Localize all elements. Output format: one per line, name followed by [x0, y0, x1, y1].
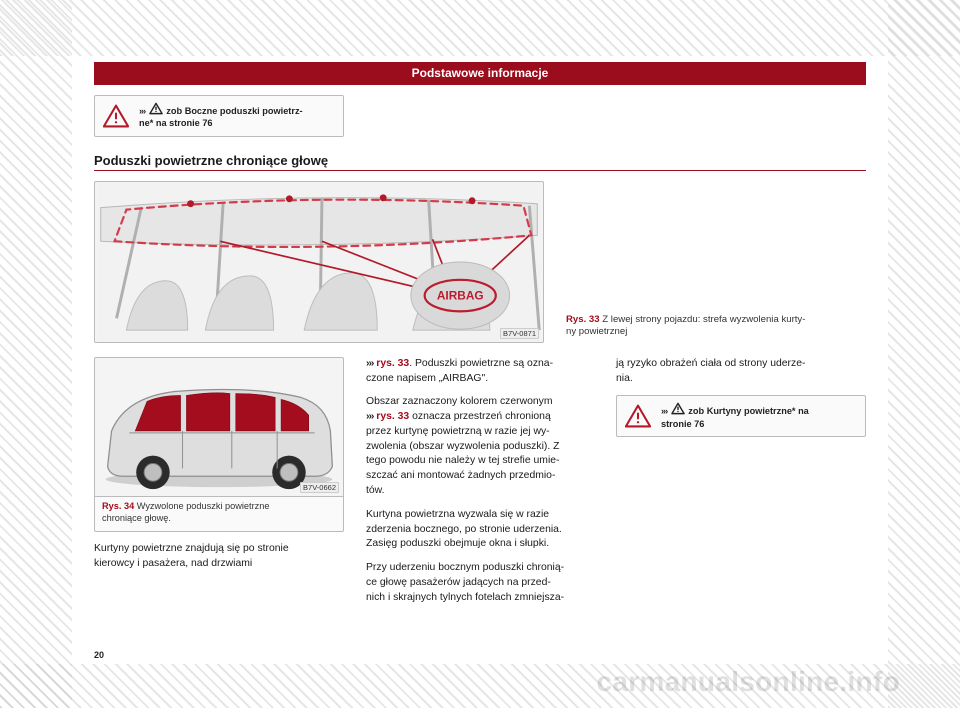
- warn-text-before: zob: [164, 106, 185, 116]
- margin-hatch-right: [888, 0, 960, 708]
- figure-33: AIRBAG B7V-0871: [94, 181, 544, 343]
- figure-33-ref: Rys. 33: [566, 314, 600, 325]
- column-2: ››› rys. 33. Poduszki powietrzne są ozna…: [366, 357, 594, 614]
- warning-box-right: ››› zob Kurtyny powietrzne* na stronie 7…: [616, 395, 866, 437]
- figure-33-caption-body: Z lewej strony pojazdu: strefa wyzwoleni…: [566, 314, 805, 337]
- margin-hatch-top: [0, 0, 960, 56]
- warn-text-before: zob: [686, 406, 707, 416]
- warning-small-icon: [149, 102, 163, 115]
- figure-33-code: B7V-0871: [500, 328, 539, 339]
- col2-p2-prefix: ›››: [366, 411, 373, 422]
- col1-text: Kurtyny powietrzne znajdują się po stron…: [94, 542, 344, 581]
- col2-p2: Obszar zaznaczony kolorem czerwonym ››› r…: [366, 395, 594, 498]
- figure-34-caption: Rys. 34 Wyzwolone poduszki powietrzne ch…: [94, 496, 344, 532]
- col2-p3: Kurtyna powietrzna wyzwala się w razie z…: [366, 508, 594, 552]
- figure-34-code: B7V-0662: [300, 482, 339, 493]
- figure-33-caption: Rys. 33 Z lewej strony pojazdu: strefa w…: [566, 314, 805, 343]
- col2-p1: ››› rys. 33. Poduszki powietrzne są ozna…: [366, 357, 594, 387]
- col2-p1-prefix: ›››: [366, 358, 373, 369]
- warning-small-icon: [671, 402, 685, 415]
- col2-p2-ref: rys. 33: [376, 411, 409, 422]
- col3-p1: ją ryzyko obrażeń ciała od strony uderze…: [616, 357, 866, 387]
- column-1: B7V-0662 Rys. 34 Wyzwolone poduszki powi…: [94, 357, 344, 614]
- col2-p1-ref: rys. 33: [376, 358, 409, 369]
- warning-box-top: ››› zob Boczne poduszki powietrz- ne* na…: [94, 95, 344, 137]
- column-3: ją ryzyko obrażeń ciała od strony uderze…: [616, 357, 866, 614]
- chevrons: ›››: [139, 106, 145, 116]
- warning-right-text: ››› zob Kurtyny powietrzne* na stronie 7…: [661, 402, 809, 430]
- warning-icon: [103, 104, 129, 128]
- col1-p1: Kurtyny powietrzne znajdują się po stron…: [94, 542, 344, 572]
- figure-34: B7V-0662: [94, 357, 344, 497]
- warn-text-after: na stronie 76: [153, 118, 212, 128]
- page-number: 20: [94, 650, 104, 660]
- warning-top-text: ››› zob Boczne poduszki powietrz- ne* na…: [139, 102, 303, 130]
- warn-text-link: Kurtyny powietrzne*: [707, 406, 796, 416]
- figure-33-row: AIRBAG B7V-0871 Rys. 33 Z lewej strony p…: [94, 181, 866, 343]
- col3-text: ją ryzyko obrażeń ciała od strony uderze…: [616, 357, 866, 396]
- chevrons: ›››: [661, 406, 667, 416]
- airbag-label: AIRBAG: [437, 288, 484, 302]
- col2-p4: Przy uderzeniu bocznym poduszki chronią-…: [366, 561, 594, 605]
- col2-p2b: oznacza przestrzeń chronioną przez kurty…: [366, 411, 560, 496]
- margin-hatch-bottom: [0, 664, 960, 708]
- margin-hatch-left: [0, 0, 72, 708]
- figure-33-svg: AIRBAG: [95, 182, 543, 342]
- warning-icon: [625, 404, 651, 428]
- section-title: Poduszki powietrzne chroniące głowę: [94, 153, 866, 168]
- page-header: Podstawowe informacje: [94, 62, 866, 85]
- page-body: Podstawowe informacje ›››: [72, 56, 888, 664]
- columns: B7V-0662 Rys. 34 Wyzwolone poduszki powi…: [94, 357, 866, 614]
- figure-34-ref: Rys. 34: [102, 501, 134, 511]
- col2-p2a: Obszar zaznaczony kolorem czerwonym: [366, 396, 553, 407]
- page-content: ››› zob Boczne poduszki powietrz- ne* na…: [72, 95, 888, 614]
- section-rule: [94, 170, 866, 171]
- figure-34-svg: [95, 358, 343, 496]
